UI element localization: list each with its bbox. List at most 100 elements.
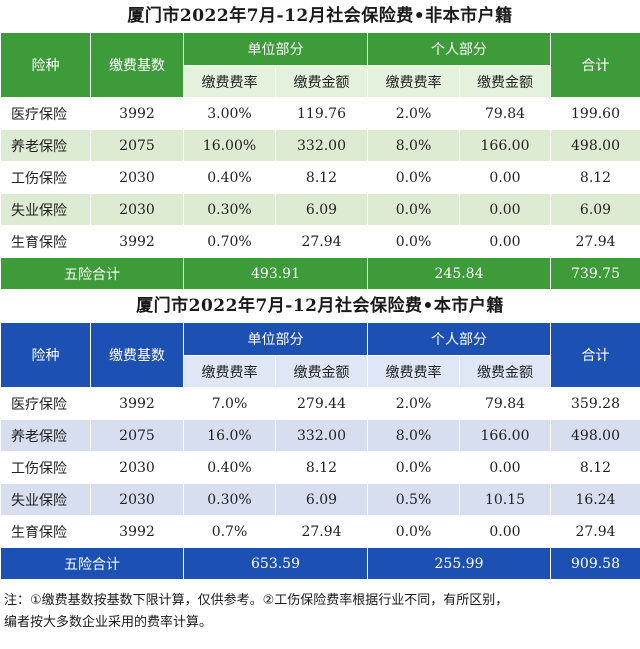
header-total: 合计 <box>550 32 640 98</box>
cell-base: 2030 <box>90 193 184 226</box>
cell-total: 199.60 <box>550 97 640 130</box>
table-row: 生育保险 3992 0.70% 27.94 0.0% 0.00 27.94 <box>0 225 640 258</box>
cell-personal-rate: 0.0% <box>367 161 460 194</box>
header-total: 合计 <box>550 322 640 388</box>
summary-row: 五险合计 653.59 255.99 909.58 <box>0 547 640 580</box>
cell-unit-amount: 8.12 <box>275 161 368 194</box>
cell-unit-rate: 0.40% <box>183 451 276 484</box>
header-personal-amount: 缴费金额 <box>459 65 551 98</box>
cell-base: 3992 <box>90 387 184 420</box>
summary-unit-total: 653.59 <box>183 547 368 580</box>
cell-total: 498.00 <box>550 419 640 452</box>
header-base: 缴费基数 <box>90 32 184 98</box>
table-row: 医疗保险 3992 3.00% 119.76 2.0% 79.84 199.60 <box>0 97 640 130</box>
table-row: 失业保险 2030 0.30% 6.09 0.5% 10.15 16.24 <box>0 483 640 516</box>
summary-unit-total: 493.91 <box>183 257 368 290</box>
cell-personal-amount: 0.00 <box>459 515 551 548</box>
cell-unit-rate: 0.70% <box>183 225 276 258</box>
summary-label: 五险合计 <box>0 257 184 290</box>
cell-kind: 医疗保险 <box>0 387 91 420</box>
cell-personal-amount: 0.00 <box>459 225 551 258</box>
cell-unit-amount: 279.44 <box>275 387 368 420</box>
cell-personal-rate: 2.0% <box>367 97 460 130</box>
cell-total: 8.12 <box>550 161 640 194</box>
summary-label: 五险合计 <box>0 547 184 580</box>
cell-unit-rate: 0.30% <box>183 193 276 226</box>
cell-personal-rate: 8.0% <box>367 419 460 452</box>
cell-total: 6.09 <box>550 193 640 226</box>
cell-unit-rate: 0.30% <box>183 483 276 516</box>
cell-base: 2030 <box>90 161 184 194</box>
table-row: 养老保险 2075 16.00% 332.00 8.0% 166.00 498.… <box>0 129 640 162</box>
summary-grand-total: 909.58 <box>550 547 640 580</box>
header-unit-part: 单位部分 <box>183 32 368 66</box>
cell-kind: 养老保险 <box>0 129 91 162</box>
cell-total: 359.28 <box>550 387 640 420</box>
cell-personal-amount: 166.00 <box>459 129 551 162</box>
cell-unit-rate: 16.0% <box>183 419 276 452</box>
table-row: 养老保险 2075 16.0% 332.00 8.0% 166.00 498.0… <box>0 419 640 452</box>
cell-base: 3992 <box>90 97 184 130</box>
cell-total: 16.24 <box>550 483 640 516</box>
table-row: 生育保险 3992 0.7% 27.94 0.0% 0.00 27.94 <box>0 515 640 548</box>
cell-base: 2030 <box>90 451 184 484</box>
cell-total: 498.00 <box>550 129 640 162</box>
cell-personal-rate: 0.0% <box>367 193 460 226</box>
cell-kind: 失业保险 <box>0 193 91 226</box>
table-title-local: 厦门市2022年7月-12月社会保险费•本市户籍 <box>136 296 504 316</box>
header-personal-rate: 缴费费率 <box>367 355 460 388</box>
cell-base: 2075 <box>90 129 184 162</box>
cell-base: 2075 <box>90 419 184 452</box>
header-unit-rate: 缴费费率 <box>183 65 276 98</box>
cell-unit-rate: 3.00% <box>183 97 276 130</box>
cell-personal-rate: 0.0% <box>367 451 460 484</box>
header-kind: 险种 <box>0 32 91 98</box>
cell-personal-amount: 10.15 <box>459 483 551 516</box>
cell-personal-amount: 0.00 <box>459 451 551 484</box>
summary-personal-total: 245.84 <box>367 257 551 290</box>
cell-personal-amount: 166.00 <box>459 419 551 452</box>
cell-kind: 工伤保险 <box>0 451 91 484</box>
cell-base: 2030 <box>90 483 184 516</box>
cell-personal-rate: 0.5% <box>367 483 460 516</box>
header-personal-rate: 缴费费率 <box>367 65 460 98</box>
table-row: 工伤保险 2030 0.40% 8.12 0.0% 0.00 8.12 <box>0 161 640 194</box>
cell-kind: 工伤保险 <box>0 161 91 194</box>
header-unit-rate: 缴费费率 <box>183 355 276 388</box>
summary-personal-total: 255.99 <box>367 547 551 580</box>
cell-kind: 养老保险 <box>0 419 91 452</box>
cell-unit-amount: 27.94 <box>275 515 368 548</box>
cell-unit-amount: 6.09 <box>275 193 368 226</box>
insurance-table-nonlocal: 险种 缴费基数 单位部分 个人部分 合计 缴费费率 缴费金额 缴费费率 缴费金额… <box>0 32 640 290</box>
cell-total: 27.94 <box>550 225 640 258</box>
cell-personal-amount: 0.00 <box>459 161 551 194</box>
header-unit-part: 单位部分 <box>183 322 368 356</box>
cell-personal-amount: 79.84 <box>459 387 551 420</box>
cell-unit-amount: 8.12 <box>275 451 368 484</box>
cell-kind: 生育保险 <box>0 225 91 258</box>
cell-base: 3992 <box>90 225 184 258</box>
cell-unit-amount: 27.94 <box>275 225 368 258</box>
cell-unit-amount: 6.09 <box>275 483 368 516</box>
cell-personal-rate: 2.0% <box>367 387 460 420</box>
header-personal-part: 个人部分 <box>367 322 551 356</box>
cell-unit-rate: 7.0% <box>183 387 276 420</box>
cell-unit-amount: 119.76 <box>275 97 368 130</box>
header-unit-amount: 缴费金额 <box>275 65 368 98</box>
cell-personal-rate: 8.0% <box>367 129 460 162</box>
cell-total: 8.12 <box>550 451 640 484</box>
cell-base: 3992 <box>90 515 184 548</box>
table-title-nonlocal: 厦门市2022年7月-12月社会保险费•非本市户籍 <box>127 6 513 26</box>
table-row: 工伤保险 2030 0.40% 8.12 0.0% 0.00 8.12 <box>0 451 640 484</box>
table-row: 失业保险 2030 0.30% 6.09 0.0% 0.00 6.09 <box>0 193 640 226</box>
insurance-table-local: 险种 缴费基数 单位部分 个人部分 合计 缴费费率 缴费金额 缴费费率 缴费金额… <box>0 322 640 580</box>
cell-personal-amount: 79.84 <box>459 97 551 130</box>
header-kind: 险种 <box>0 322 91 388</box>
cell-kind: 医疗保险 <box>0 97 91 130</box>
footnote-line-2: 编者按大多数企业采用的费率计算。 <box>4 615 213 630</box>
cell-unit-amount: 332.00 <box>275 419 368 452</box>
footnote-line-1: 注：①缴费基数按基数下限计算，仅供参考。②工伤保险费率根据行业不同，有所区别， <box>4 593 509 608</box>
cell-unit-rate: 0.7% <box>183 515 276 548</box>
header-personal-amount: 缴费金额 <box>459 355 551 388</box>
summary-grand-total: 739.75 <box>550 257 640 290</box>
